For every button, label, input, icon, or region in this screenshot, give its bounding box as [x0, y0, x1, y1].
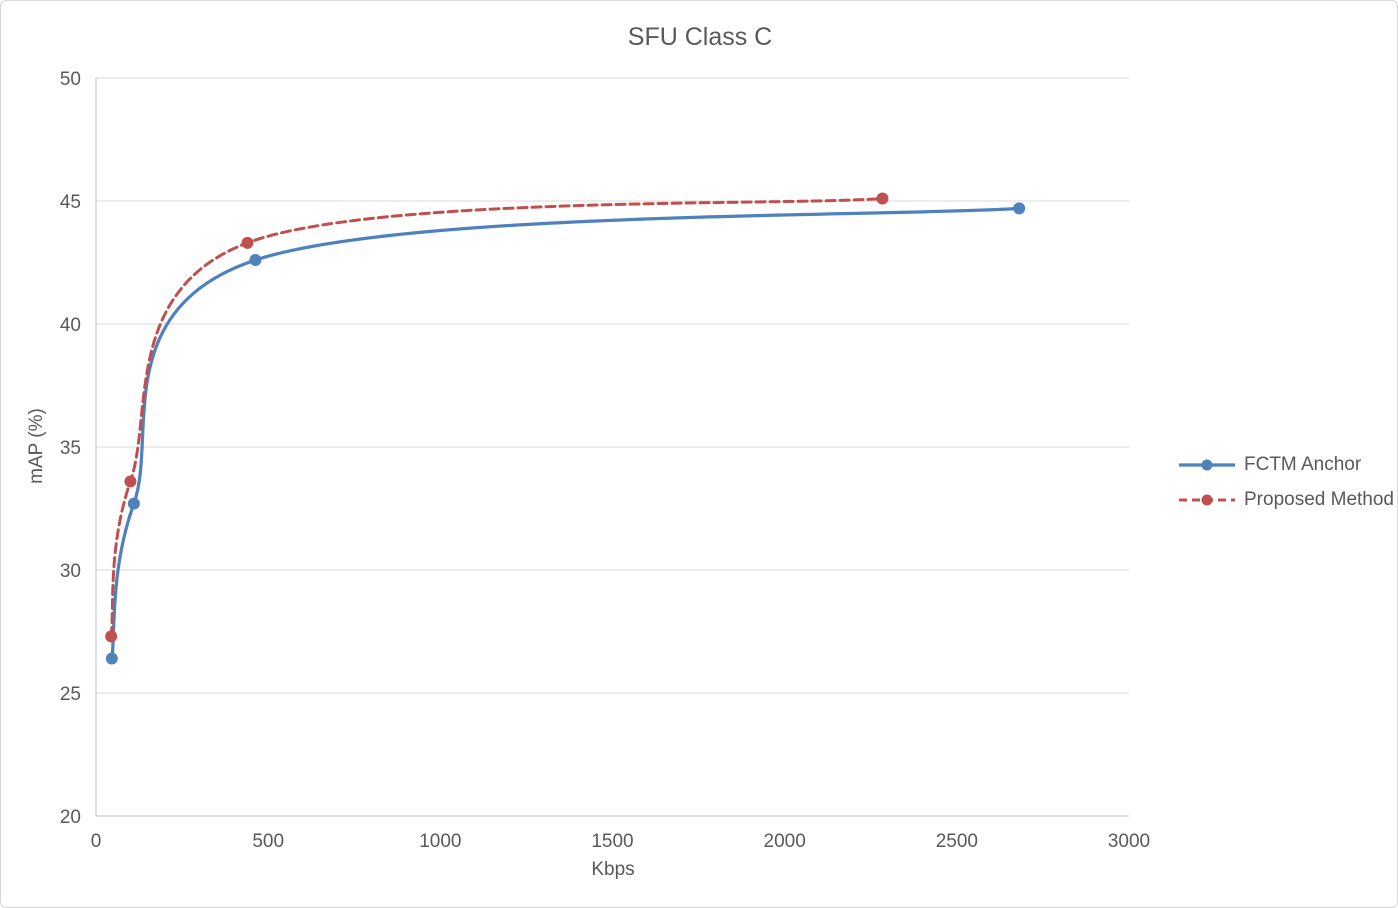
series-marker-proposed-method-0 [105, 630, 118, 643]
y-tick-label-30: 30 [60, 561, 81, 582]
x-tick-label-3000: 3000 [1108, 831, 1150, 852]
series-line-fctm-anchor [110, 206, 1021, 661]
legend-label-proposed-method: Proposed Method [1244, 488, 1394, 510]
legend-swatch-solid-line-icon [1179, 459, 1235, 470]
series-marker-fctm-anchor-1 [127, 497, 140, 510]
y-tick-label-20: 20 [60, 807, 81, 828]
legend-label-fctm-anchor: FCTM Anchor [1244, 453, 1362, 475]
x-tick-label-1000: 1000 [419, 831, 461, 852]
x-tick-label-2000: 2000 [764, 831, 806, 852]
x-tick-label-2500: 2500 [936, 831, 978, 852]
series-marker-fctm-anchor-2 [249, 254, 262, 267]
x-tick-label-1500: 1500 [591, 831, 633, 852]
x-tick-label-500: 500 [252, 831, 284, 852]
series-line-proposed-method [109, 197, 884, 638]
legend-item-fctm-anchor: FCTM Anchor [1179, 447, 1394, 482]
series-marker-fctm-anchor-3 [1013, 202, 1026, 215]
y-axis-title: mAP (%) [26, 408, 47, 484]
x-tick-label-0: 0 [91, 831, 102, 852]
chart-title: SFU Class C [627, 23, 773, 51]
legend: FCTM Anchor Proposed Method [1179, 447, 1394, 517]
legend-swatch-dashed-line-icon [1179, 494, 1235, 505]
series-marker-proposed-method-3 [876, 192, 889, 205]
legend-item-proposed-method: Proposed Method [1179, 482, 1394, 517]
y-tick-label-35: 35 [60, 438, 81, 459]
y-tick-label-45: 45 [60, 192, 81, 213]
series-marker-proposed-method-1 [124, 475, 137, 488]
series-marker-proposed-method-2 [241, 236, 254, 249]
x-axis-title: Kbps [591, 859, 635, 880]
y-tick-label-25: 25 [60, 684, 81, 705]
series-marker-fctm-anchor-0 [105, 652, 118, 665]
y-tick-label-50: 50 [60, 69, 81, 90]
y-tick-label-40: 40 [60, 315, 81, 336]
